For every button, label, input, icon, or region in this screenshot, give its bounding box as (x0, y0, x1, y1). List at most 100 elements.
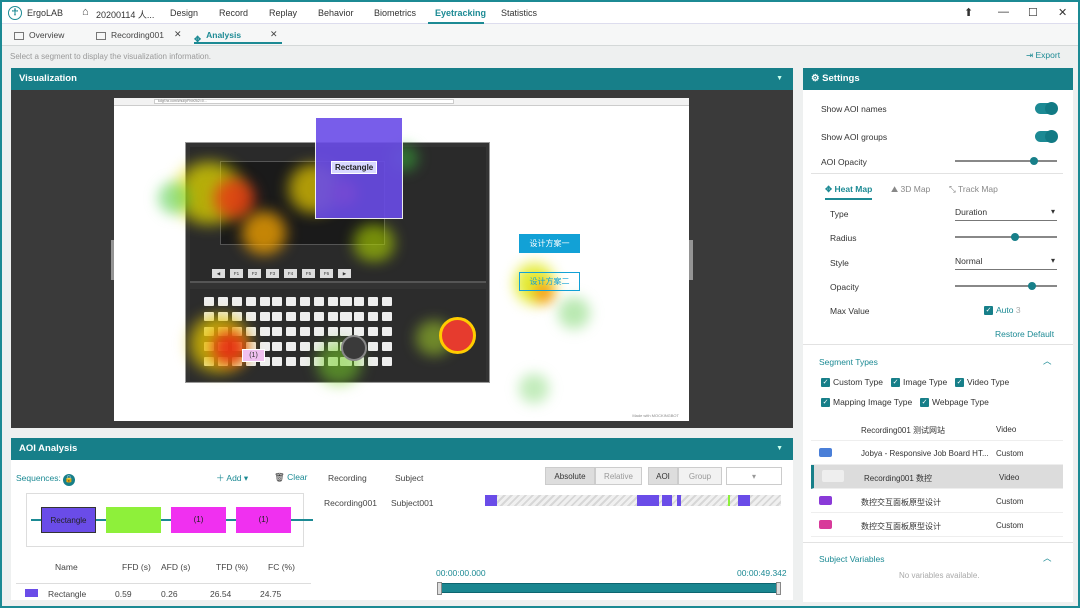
keypad-key (204, 357, 214, 366)
stimulus-webpage: kdgf.hx.com/zhui/pFh/e2k2=0... ◀ F1 F2 F… (114, 98, 689, 421)
webpage-type-checkbox[interactable]: ✓ Webpage Type (920, 397, 989, 408)
home-icon[interactable]: ⌂ (82, 6, 89, 18)
segment-item[interactable]: 数控交互面板原型设计 Custom (811, 489, 1063, 513)
segment-item[interactable]: Jobya - Responsive Job Board HT... Custom (811, 441, 1063, 465)
time-range-slider[interactable] (437, 582, 781, 595)
tab-overview[interactable]: Overview (14, 28, 64, 44)
menu-design[interactable]: Design (170, 8, 199, 18)
lock-icon[interactable]: 🔒 (63, 474, 76, 486)
add-button[interactable]: ＋ Add ▾ (216, 473, 249, 483)
range-end-handle[interactable] (776, 582, 781, 595)
tab-track-map[interactable]: ⤡ Track Map (949, 184, 998, 194)
opacity-slider[interactable] (955, 282, 1057, 290)
visualization-canvas[interactable]: kdgf.hx.com/zhui/pFh/e2k2=0... ◀ F1 F2 F… (11, 90, 793, 428)
table-row[interactable]: Rectangle 0.59 0.26 26.54 24.75 (11, 588, 311, 600)
pin-icon[interactable]: ⬆ (964, 7, 974, 19)
export-button[interactable]: ⇥ Export (1026, 50, 1061, 60)
fkey: F3 (266, 269, 279, 278)
aoi-toggle[interactable]: AOI (648, 467, 678, 485)
show-aoi-names-toggle[interactable] (1035, 102, 1058, 115)
minimize-button[interactable]: — (998, 6, 1009, 18)
keypad-key (218, 327, 228, 336)
aoi-opacity-slider[interactable] (955, 157, 1057, 165)
sequence-node-one[interactable]: (1) (236, 507, 291, 533)
collapse-icon[interactable]: ︿ (1043, 356, 1052, 366)
keypad-key (286, 312, 296, 321)
segment-item[interactable]: Recording001 测试网站 Video (811, 417, 1063, 441)
mapping-image-type-checkbox[interactable]: ✓ Mapping Image Type (821, 397, 913, 408)
type-select[interactable]: Duration (955, 207, 1057, 221)
recording-name: Recording001 (324, 498, 377, 508)
keypad-key (300, 312, 310, 321)
image-type-checkbox[interactable]: ✓ Image Type (891, 377, 948, 388)
radius-slider[interactable] (955, 233, 1057, 241)
tab-analysis[interactable]: ✥ Analysis (194, 28, 282, 44)
show-aoi-groups-toggle[interactable] (1035, 130, 1058, 143)
keypad-key (382, 342, 392, 351)
aoi-rectangle-label: Rectangle (331, 161, 378, 174)
3d-map-icon: ⛰ (891, 184, 899, 194)
aoi-timeline[interactable] (485, 495, 781, 506)
collapse-icon[interactable]: ▼ (776, 445, 783, 452)
segment-types-title: Segment Types (819, 357, 878, 367)
settings-header: ⚙ Settings (803, 68, 1073, 90)
close-tab-analysis-icon[interactable]: ✕ (270, 29, 278, 39)
keypad-key (272, 327, 282, 336)
video-type-checkbox[interactable]: ✓ Video Type (955, 377, 1010, 388)
clear-button[interactable]: 🗑 Clear (274, 472, 308, 482)
menu-replay[interactable]: Replay (269, 8, 298, 18)
track-map-icon: ⤡ (949, 184, 956, 194)
custom-type-checkbox[interactable]: ✓ Custom Type (821, 377, 883, 388)
project-name[interactable]: 20200114 人... (96, 10, 155, 20)
maximize-button[interactable]: ☐ (1028, 7, 1038, 19)
check-icon: ✓ (955, 378, 964, 388)
keypad-key (314, 327, 324, 336)
tab-heat-map[interactable]: ✥ Heat Map (825, 184, 873, 200)
fkey: F4 (284, 269, 297, 278)
style-select[interactable]: Normal (955, 256, 1057, 270)
trash-icon: 🗑 (274, 472, 285, 482)
group-toggle[interactable]: Group (678, 467, 722, 485)
time-end: 00:00:49.342 (737, 568, 787, 578)
row-name: Rectangle (48, 589, 87, 599)
keypad-key (340, 297, 350, 306)
keypad-key (286, 327, 296, 336)
collapse-icon[interactable]: ︿ (1043, 553, 1052, 563)
sequence-node-green[interactable] (106, 507, 161, 533)
segment-icon (819, 520, 832, 529)
sequence-node-rectangle[interactable]: Rectangle (41, 507, 96, 533)
relative-toggle[interactable]: Relative (595, 467, 642, 485)
menu-biometrics[interactable]: Biometrics (374, 8, 417, 18)
tab-3d-map[interactable]: ⛰ 3D Map (891, 184, 931, 194)
row-tfd: 26.54 (210, 589, 232, 599)
range-start-handle[interactable] (437, 582, 442, 595)
keypad-key (272, 297, 282, 306)
auto-checkbox[interactable]: ✓ Auto 3 (984, 305, 1021, 316)
fkey: F1 (230, 269, 243, 278)
collapse-icon[interactable]: ▼ (776, 75, 783, 82)
menu-statistics[interactable]: Statistics (501, 8, 538, 18)
slider-knob[interactable] (1028, 282, 1037, 290)
timeline-dropdown[interactable]: ▾ (726, 467, 782, 485)
keypad-key (328, 297, 338, 306)
close-tab-recording001-icon[interactable]: ✕ (174, 29, 182, 39)
sequence-node-one[interactable]: (1) (171, 507, 226, 533)
slider-knob[interactable] (1030, 157, 1039, 165)
keypad-key (300, 327, 310, 336)
keypad-key (300, 357, 310, 366)
segment-item[interactable]: 数控交互面板原型设计 Custom (811, 513, 1063, 537)
menu-record[interactable]: Record (219, 8, 249, 18)
restore-default-link[interactable]: Restore Default (995, 329, 1055, 339)
tab-recording001[interactable]: Recording001 (96, 28, 164, 44)
slider-knob[interactable] (1011, 233, 1020, 241)
menu-eyetracking[interactable]: Eyetracking (435, 8, 487, 18)
col-ffd: FFD (s) (122, 562, 151, 572)
absolute-toggle[interactable]: Absolute (545, 467, 595, 485)
close-button[interactable]: ✕ (1058, 7, 1068, 19)
segment-item-selected[interactable]: Recording001 数控 Video (811, 465, 1063, 489)
menu-behavior[interactable]: Behavior (318, 8, 354, 18)
col-name: Name (55, 562, 78, 572)
keypad-key (382, 297, 392, 306)
keypad-key (204, 342, 214, 351)
